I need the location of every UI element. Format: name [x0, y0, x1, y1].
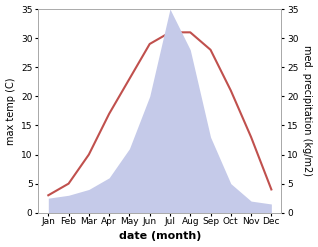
Y-axis label: med. precipitation (kg/m2): med. precipitation (kg/m2): [302, 45, 313, 176]
Y-axis label: max temp (C): max temp (C): [5, 77, 16, 145]
X-axis label: date (month): date (month): [119, 231, 201, 242]
